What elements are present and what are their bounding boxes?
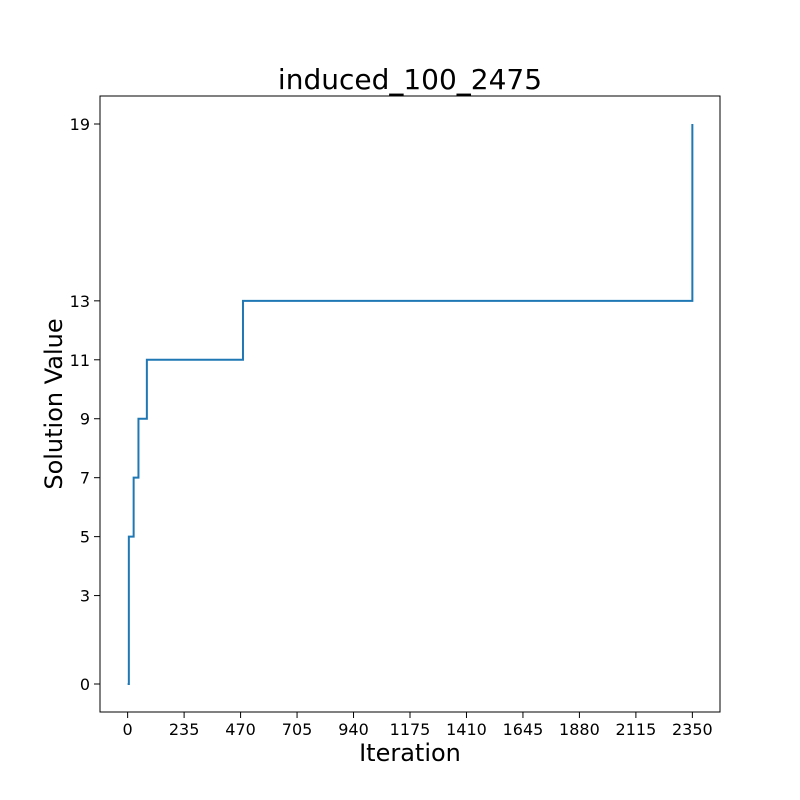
y-tick-label: 5 xyxy=(80,528,90,547)
x-tick-label: 0 xyxy=(123,720,133,739)
x-tick-label: 1880 xyxy=(559,720,600,739)
x-tick-label: 1175 xyxy=(390,720,431,739)
y-tick-label: 3 xyxy=(80,587,90,606)
x-tick-label: 2115 xyxy=(616,720,657,739)
x-tick-label: 1645 xyxy=(503,720,544,739)
y-tick-label: 7 xyxy=(80,469,90,488)
x-tick-label: 235 xyxy=(169,720,200,739)
plot-area xyxy=(99,95,721,713)
x-axis-label: Iteration xyxy=(359,739,461,767)
x-tick-label: 470 xyxy=(225,720,256,739)
x-tick-label: 1410 xyxy=(446,720,487,739)
y-tick-label: 11 xyxy=(70,351,90,370)
y-axis-label: Solution Value xyxy=(40,318,68,489)
y-tick-label: 13 xyxy=(70,292,90,311)
x-tick-label: 940 xyxy=(338,720,369,739)
y-tick-label: 9 xyxy=(80,410,90,429)
series-line-0 xyxy=(127,124,694,685)
y-axis: 0 3 5 7 9 11 13 19 xyxy=(70,115,100,694)
y-tick-label: 0 xyxy=(80,675,90,694)
x-tick-label: 705 xyxy=(282,720,313,739)
plot-frame xyxy=(99,95,721,713)
y-tick-label: 19 xyxy=(70,115,90,134)
chart-title: induced_100_2475 xyxy=(278,63,542,96)
x-tick-label: 2350 xyxy=(672,720,713,739)
x-axis: 0 235 470 705 940 1175 1410 1645 1880 2115 2350 xyxy=(123,712,713,739)
